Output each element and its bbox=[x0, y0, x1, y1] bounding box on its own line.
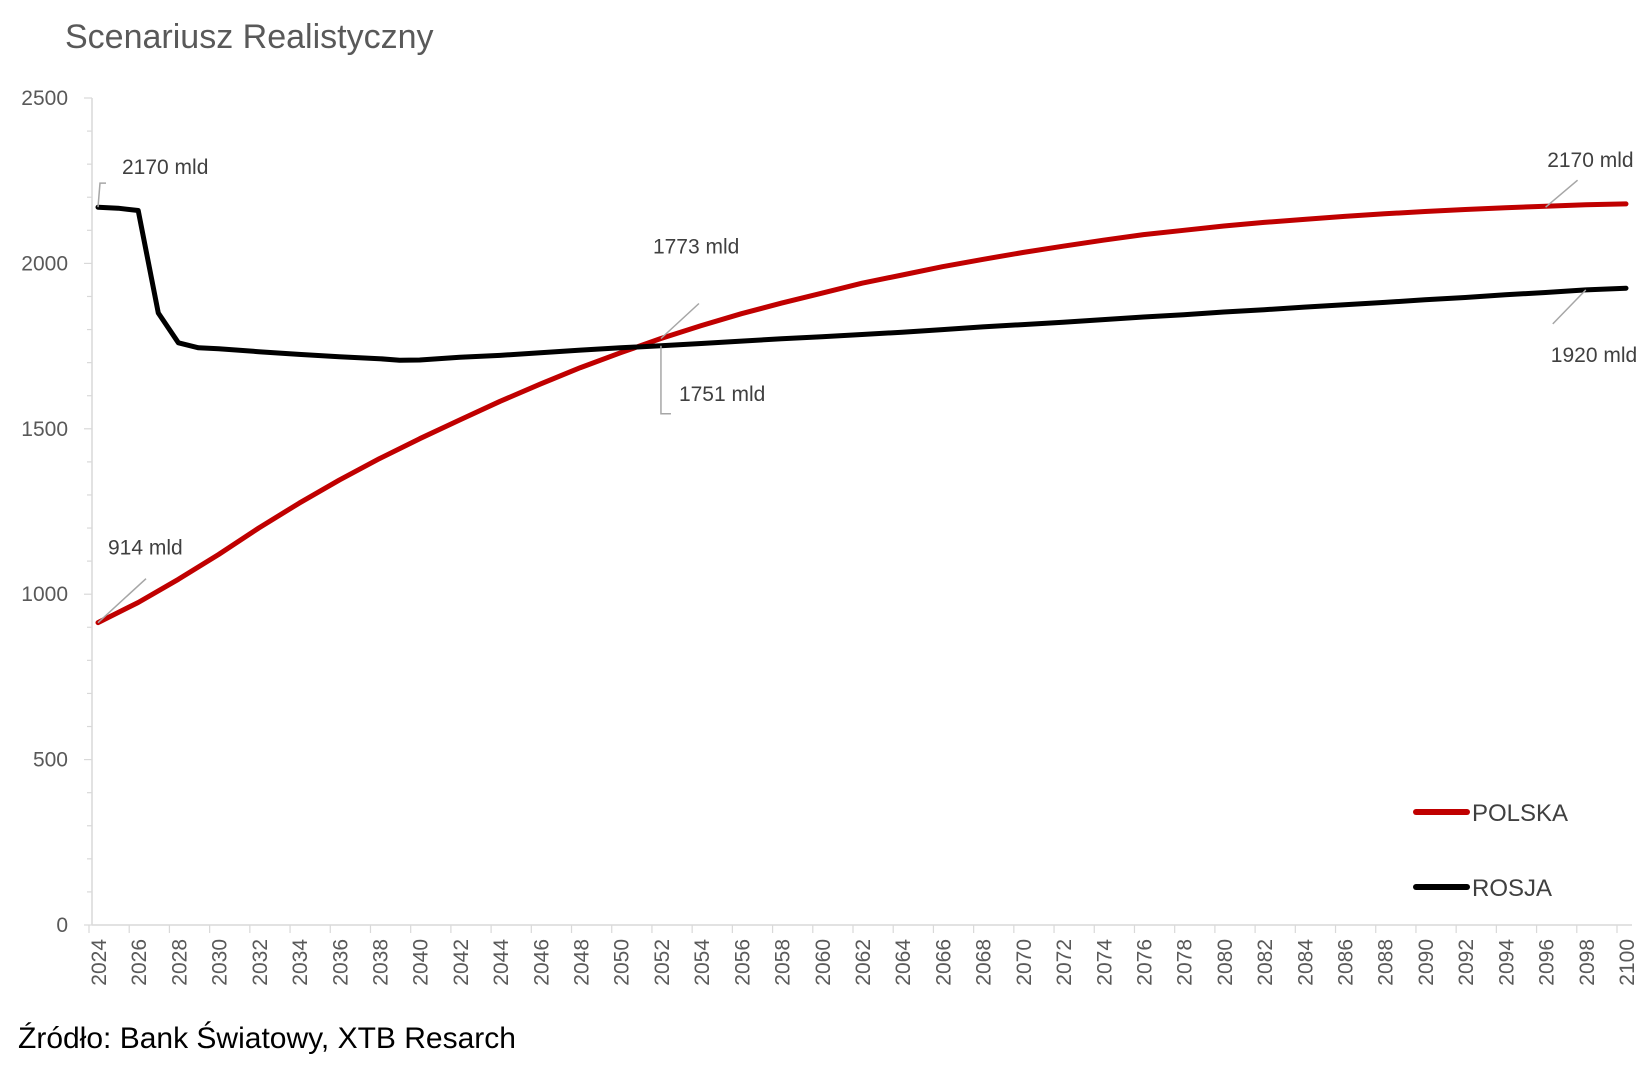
x-tick-label: 2080 bbox=[1214, 939, 1237, 986]
annotation-leader bbox=[97, 182, 106, 208]
x-tick-label: 2084 bbox=[1294, 939, 1317, 986]
x-tick-label: 2040 bbox=[410, 939, 433, 986]
x-tick-label: 2100 bbox=[1616, 939, 1639, 986]
x-tick-label: 2076 bbox=[1133, 939, 1156, 986]
x-tick-label: 2070 bbox=[1013, 939, 1036, 986]
x-tick-label: 2032 bbox=[249, 939, 272, 986]
annotation-leader bbox=[660, 302, 700, 340]
x-tick-label: 2058 bbox=[772, 939, 795, 986]
x-tick-label: 2098 bbox=[1576, 939, 1599, 986]
x-tick-label: 2056 bbox=[731, 939, 754, 986]
x-tick-label: 2074 bbox=[1093, 939, 1116, 986]
annotation-label: 1920 mld bbox=[1551, 344, 1637, 367]
x-tick-label: 2038 bbox=[369, 939, 392, 986]
x-tick-label: 2072 bbox=[1053, 939, 1076, 986]
legend: POLSKA ROSJA bbox=[1413, 800, 1568, 902]
x-tick-label: 2062 bbox=[852, 939, 875, 986]
y-tick-label: 1000 bbox=[21, 583, 68, 606]
x-tick-label: 2090 bbox=[1415, 939, 1438, 986]
x-tick-label: 2088 bbox=[1375, 939, 1398, 986]
x-tick-label: 2060 bbox=[812, 939, 835, 986]
y-tick-label: 0 bbox=[56, 914, 68, 937]
x-tick-label: 2086 bbox=[1335, 939, 1358, 986]
x-axis: 2024 2026 2028 2030 2032 2034 2036 2038 2040 2042… bbox=[88, 924, 1639, 986]
x-tick-label: 2052 bbox=[651, 939, 674, 986]
y-tick-label: 500 bbox=[33, 749, 68, 772]
y-tick-label: 2500 bbox=[21, 87, 68, 110]
x-tick-label: 2034 bbox=[289, 939, 312, 986]
series-layer bbox=[95, 201, 1629, 626]
x-tick-label: 2094 bbox=[1495, 939, 1518, 986]
y-axis: 0 500 1000 1500 2000 2500 bbox=[21, 87, 93, 937]
x-tick-label: 2054 bbox=[691, 939, 714, 986]
x-tick-label: 2078 bbox=[1174, 939, 1197, 986]
x-tick-label: 2030 bbox=[209, 939, 232, 986]
x-tick-label: 2068 bbox=[973, 939, 996, 986]
annotation-layer: 2170 mld 914 mld 1773 mld 1751 mld 2170 mld 1… bbox=[97, 149, 1637, 624]
y-tick-label: 1500 bbox=[21, 418, 68, 441]
x-tick-label: 2082 bbox=[1254, 939, 1277, 986]
annotation-leader bbox=[1545, 179, 1579, 208]
x-tick-label: 2066 bbox=[932, 939, 955, 986]
chart-title: Scenariusz Realistyczny bbox=[65, 18, 434, 56]
x-tick-label: 2028 bbox=[168, 939, 191, 986]
legend-label-polska: POLSKA bbox=[1472, 800, 1568, 827]
annotation-label: 2170 mld bbox=[122, 156, 208, 179]
annotation-label: 1773 mld bbox=[653, 235, 739, 258]
x-tick-label: 2036 bbox=[329, 939, 352, 986]
x-tick-label: 2092 bbox=[1455, 939, 1478, 986]
annotation-leader bbox=[1552, 289, 1587, 325]
annotation-label: 1751 mld bbox=[679, 383, 765, 406]
source-note: Źródło: Bank Światowy, XTB Resarch bbox=[18, 1022, 516, 1055]
y-tick-label: 2000 bbox=[21, 252, 68, 275]
x-tick-label: 2042 bbox=[450, 939, 473, 986]
x-tick-label: 2024 bbox=[88, 939, 111, 986]
legend-label-rosja: ROSJA bbox=[1472, 875, 1552, 902]
series-line-polska bbox=[95, 201, 1629, 626]
annotation-leader bbox=[660, 345, 671, 415]
x-tick-label: 2064 bbox=[892, 939, 915, 986]
x-tick-label: 2050 bbox=[611, 939, 634, 986]
x-tick-label: 2026 bbox=[128, 939, 151, 986]
series-line-rosja bbox=[95, 204, 1629, 363]
annotation-label: 2170 mld bbox=[1547, 149, 1633, 172]
annotation-leader bbox=[97, 578, 147, 624]
x-tick-label: 2048 bbox=[571, 939, 594, 986]
x-tick-label: 2096 bbox=[1536, 939, 1559, 986]
annotation-label: 914 mld bbox=[108, 537, 183, 560]
x-tick-label: 2044 bbox=[490, 939, 513, 986]
x-tick-label: 2046 bbox=[530, 939, 553, 986]
